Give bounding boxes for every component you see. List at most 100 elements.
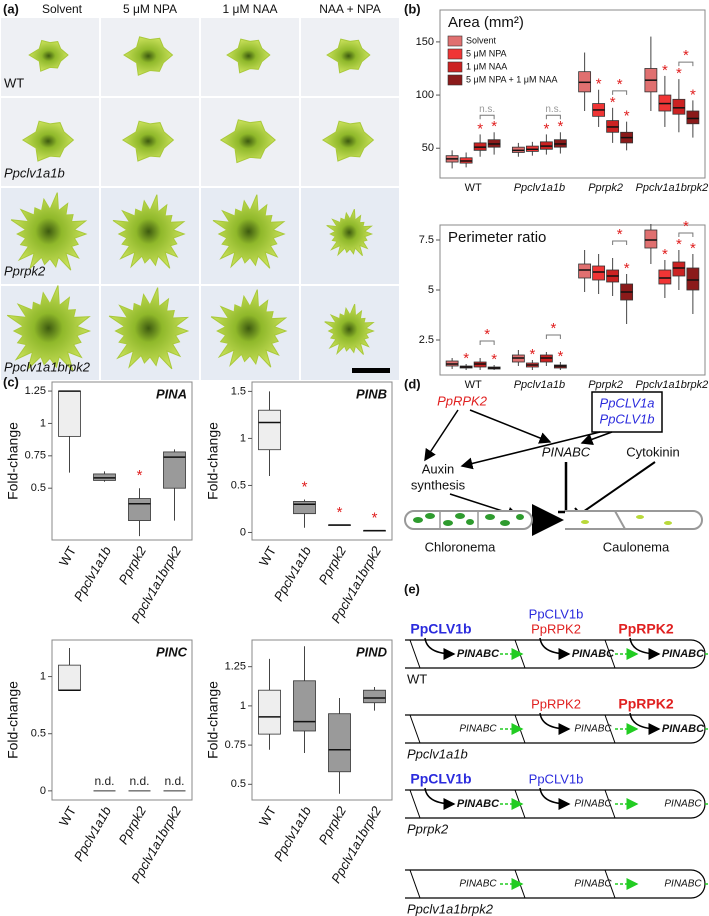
x-tick-label: WT bbox=[465, 182, 482, 194]
arrows bbox=[424, 409, 656, 536]
moss-colony bbox=[321, 120, 375, 162]
x-tick-label: Ppclv1a1b bbox=[514, 182, 565, 194]
box bbox=[293, 501, 316, 515]
box bbox=[644, 229, 658, 249]
row-label: WT bbox=[4, 75, 24, 90]
regulation-arrow bbox=[539, 787, 571, 810]
significance: * bbox=[137, 467, 143, 484]
cell-wall bbox=[409, 869, 421, 899]
y-tick-label: 1.5 bbox=[231, 385, 246, 397]
box bbox=[58, 390, 81, 437]
cell bbox=[565, 510, 703, 530]
regulation-arrow bbox=[424, 637, 456, 660]
x-tick-label: Ppclv1a1brpk2 bbox=[635, 182, 708, 194]
filament bbox=[405, 714, 706, 744]
significance: * bbox=[463, 350, 469, 367]
y-tick-label: 1 bbox=[240, 432, 246, 444]
target: PINABC bbox=[459, 879, 497, 890]
panel-d: (d) PpRPK2 PpCLV1a PpCLV1b Auxin synthes… bbox=[404, 376, 703, 554]
target: PINABC bbox=[662, 648, 705, 660]
significance: * bbox=[617, 226, 623, 243]
y-tick-label: 0.5 bbox=[231, 479, 246, 491]
moss-colony bbox=[324, 303, 375, 356]
target: PINABC bbox=[457, 648, 500, 660]
significance: * bbox=[491, 351, 497, 368]
y-tick-label: 7.5 bbox=[419, 234, 434, 246]
significance: * bbox=[529, 346, 535, 363]
box bbox=[328, 713, 351, 773]
box bbox=[128, 498, 151, 521]
x-tick-label: WT bbox=[465, 379, 482, 391]
y-tick-label: 1.25 bbox=[225, 661, 246, 673]
moss-colony bbox=[10, 192, 88, 271]
cell-wall bbox=[604, 789, 616, 819]
row-label: Ppclv1a1brpk2 bbox=[4, 359, 91, 374]
genotype: Pprpk2 bbox=[407, 821, 449, 836]
bracket bbox=[479, 114, 495, 120]
bracket bbox=[678, 232, 694, 237]
significance: * bbox=[690, 86, 696, 103]
moss-colony bbox=[219, 119, 276, 164]
chloroplasts bbox=[413, 513, 524, 526]
panel-label: (a) bbox=[3, 1, 19, 16]
target: PINABC bbox=[574, 724, 612, 735]
chart-title: Area (mm²) bbox=[448, 14, 524, 31]
regulator: PpCLV1b bbox=[600, 411, 655, 426]
x-tick-label: Pprpk2 bbox=[315, 543, 349, 587]
target: PINABC bbox=[664, 799, 702, 810]
significance: * bbox=[484, 326, 490, 343]
significance: * bbox=[337, 504, 343, 521]
target: PINABC bbox=[664, 879, 702, 890]
y-axis-label: Fold-change bbox=[205, 422, 221, 500]
box bbox=[658, 269, 672, 285]
legend-swatch bbox=[447, 61, 463, 73]
target: PINABC bbox=[574, 879, 612, 890]
bracket bbox=[612, 90, 628, 95]
significance: * bbox=[662, 62, 668, 79]
regulator: PpRPK2 bbox=[531, 696, 581, 711]
x-tick-label: Pprpk2 bbox=[588, 379, 623, 391]
column-header: Solvent bbox=[42, 2, 83, 16]
chart-title: PINC bbox=[156, 644, 188, 659]
chart-title: PIND bbox=[356, 644, 388, 659]
cell-wall bbox=[409, 714, 421, 744]
y-axis-label: Fold-change bbox=[205, 681, 221, 759]
plot-frame bbox=[251, 381, 393, 541]
row-label: Pprpk2 bbox=[4, 263, 46, 278]
moss-colony bbox=[112, 194, 186, 269]
significance: * bbox=[617, 76, 623, 93]
moss-colony bbox=[28, 39, 69, 72]
significance: * bbox=[610, 94, 616, 111]
x-tick-label: Pprpk2 bbox=[115, 543, 149, 587]
regulation-arrow bbox=[539, 712, 571, 735]
significance: * bbox=[543, 120, 549, 137]
box bbox=[258, 689, 281, 735]
y-tick-label: 0 bbox=[240, 526, 246, 538]
x-tick-label: WT bbox=[256, 544, 279, 569]
y-tick-label: 0.75 bbox=[25, 450, 46, 462]
moss-colony bbox=[21, 120, 75, 162]
x-tick-label: Ppclv1a1brpk2 bbox=[635, 379, 708, 391]
chloroplasts bbox=[581, 515, 672, 525]
significance: * bbox=[557, 348, 563, 365]
box bbox=[578, 263, 592, 279]
y-tick-label: 1.25 bbox=[25, 385, 46, 397]
legend-swatch bbox=[447, 35, 463, 47]
bracket bbox=[612, 240, 628, 245]
legend-swatch bbox=[447, 48, 463, 60]
box bbox=[363, 689, 386, 704]
filament bbox=[405, 639, 706, 669]
box bbox=[672, 98, 686, 115]
regulation-arrow bbox=[539, 637, 571, 660]
column-header: 1 μM NAA bbox=[223, 2, 278, 16]
significance: n.s. bbox=[545, 104, 561, 115]
panel-a: (a) Solvent 5 μM NPA 1 μM NAA NAA + NPA WT Ppc… bbox=[1, 1, 399, 380]
target: PINABC bbox=[572, 648, 615, 660]
bracket bbox=[545, 334, 561, 339]
significance: * bbox=[624, 260, 630, 277]
node: synthesis bbox=[411, 477, 466, 492]
significance: * bbox=[683, 47, 689, 64]
genotype: Ppclv1a1b bbox=[407, 746, 468, 761]
box bbox=[58, 664, 81, 691]
